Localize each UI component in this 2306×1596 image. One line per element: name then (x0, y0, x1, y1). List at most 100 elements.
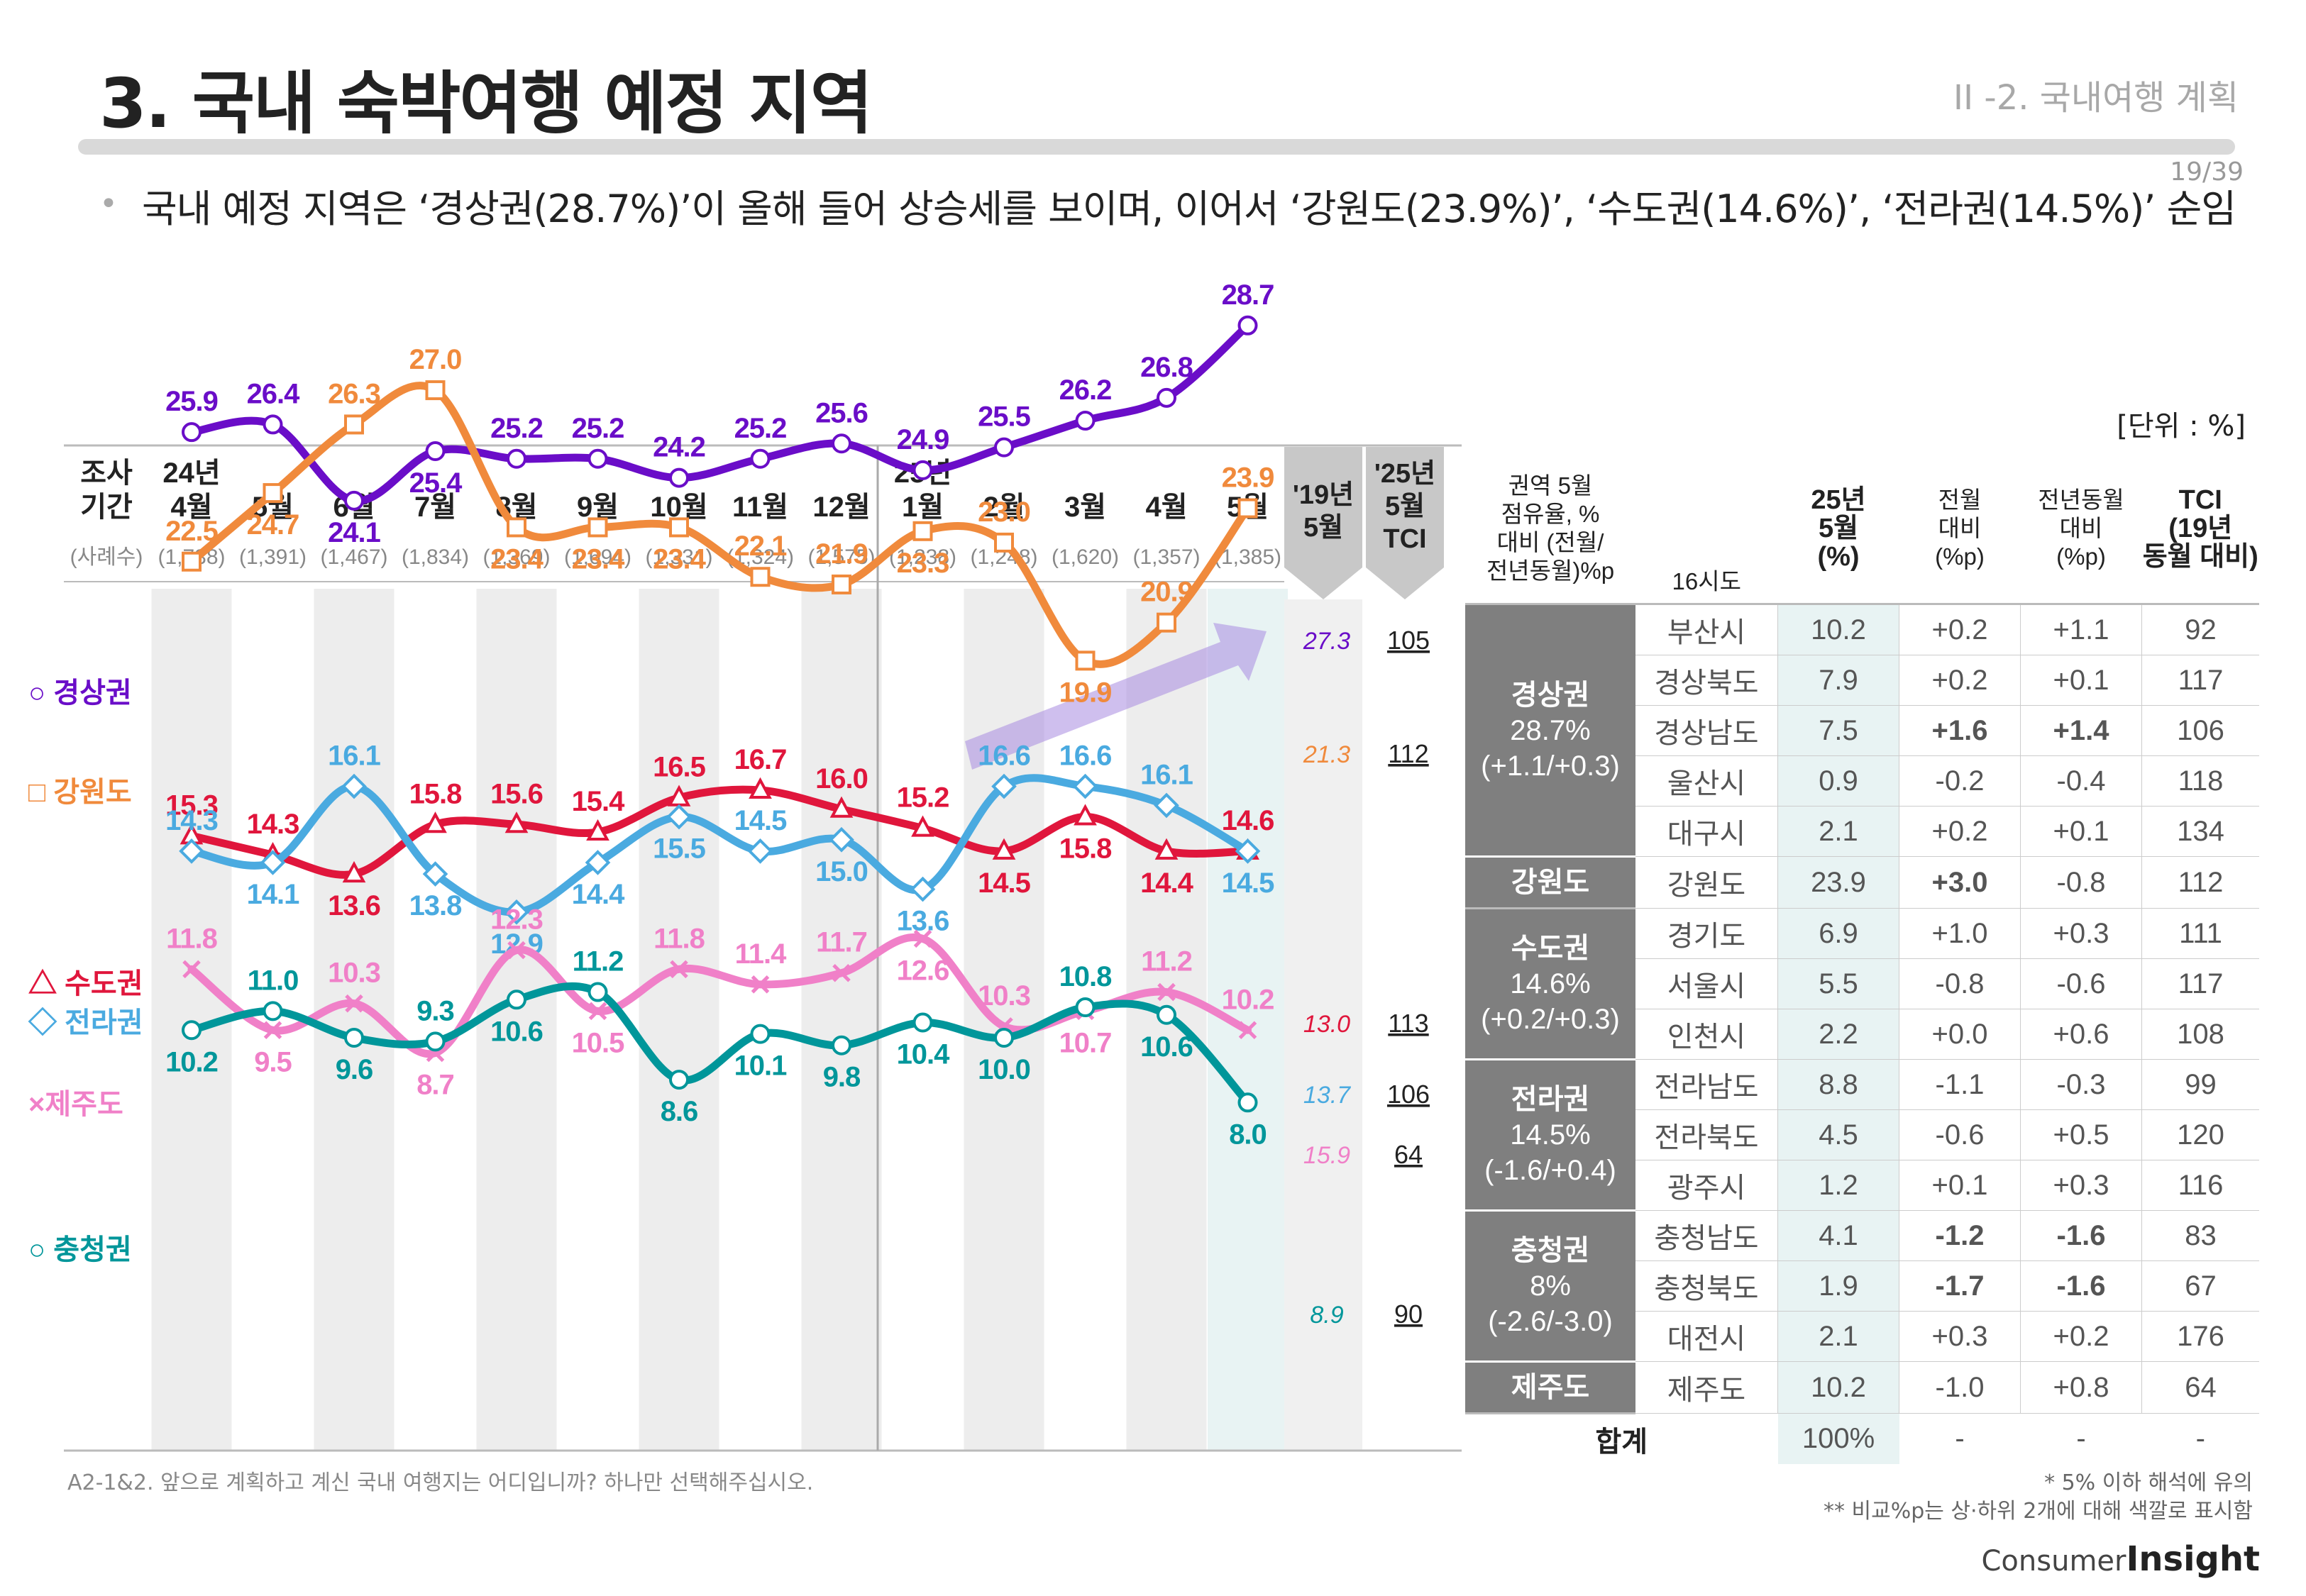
marker-chungcheong (1075, 997, 1096, 1018)
table-row: 경상북도 7.9 +0.2 +0.1 117 (1465, 655, 2259, 706)
total-tci: - (2195, 1423, 2205, 1454)
latest-month-shade (1208, 589, 1288, 1451)
total-yoy: - (2076, 1423, 2086, 1454)
marker-gangwon (182, 551, 202, 572)
region-name: 전라남도 (1635, 1059, 1778, 1110)
region-pct: 6.9 (1777, 908, 1899, 959)
marker-jeolla (991, 773, 1017, 799)
unit-label: [단위 : %] (2117, 410, 2246, 443)
trend-chart: 조사기간(사례수)24년4월(1,738)5월(1,391)6월(1,467)7… (28, 279, 1462, 1452)
marker-jeju (1238, 1021, 1257, 1040)
region-pct: 2.1 (1777, 1311, 1899, 1362)
col-mom-header: 전월 대비 (%p) (1899, 454, 2021, 605)
marker-gangwon (263, 483, 283, 504)
total-pct: 100% (1777, 1413, 1899, 1464)
sample-size: (1,369) (482, 545, 550, 569)
region-mom: -1.0 (1899, 1361, 2021, 1414)
marker-chungcheong (425, 1031, 446, 1052)
region-mom: -1.2 (1899, 1210, 2021, 1261)
ref-2019-arrow (1284, 567, 1362, 599)
data-label-jeju: 8.7 (416, 1069, 454, 1100)
page-number: 19/39 (2170, 157, 2244, 187)
marker-gangwon (994, 532, 1014, 553)
marker-sudo (1074, 804, 1097, 826)
col-tci-header: TCI (19년 동월 대비) (2141, 454, 2259, 605)
sample-size: (1,467) (320, 545, 387, 569)
data-label-chungcheong: 8.6 (661, 1096, 698, 1127)
data-label-jeju: 10.7 (1059, 1027, 1112, 1058)
marker-sudo (342, 860, 366, 883)
data-label-gyeongsang: 25.5 (978, 401, 1031, 433)
tci-arrow (1366, 567, 1444, 599)
bullet-icon: • (99, 186, 118, 222)
marker-gyeongsang (507, 448, 526, 469)
data-label-sudo: 16.0 (815, 763, 868, 794)
region-mom: +1.0 (1899, 908, 2021, 959)
region-yoy: +0.5 (2020, 1109, 2142, 1160)
data-label-gyeongsang: 25.2 (734, 413, 787, 444)
data-label-gangwon: 23.4 (490, 543, 544, 575)
region-tci: 108 (2141, 1009, 2259, 1060)
data-label-gyeongsang: 26.2 (1059, 375, 1112, 406)
region-pct: 10.2 (1777, 604, 1899, 655)
legend-jeolla: ◇ 전라권 (28, 1007, 143, 1038)
marker-gyeongsang (669, 467, 689, 488)
region-yoy: +0.1 (2020, 806, 2142, 857)
group-label: 전라권 14.5% (-1.6/+0.4) (1465, 1059, 1635, 1212)
sample-size: (1,357) (1132, 545, 1200, 569)
data-label-sudo: 14.6 (1222, 805, 1274, 836)
region-name: 울산시 (1635, 755, 1778, 807)
data-label-gangwon: 19.9 (1059, 677, 1112, 708)
marker-jeolla (1072, 773, 1098, 799)
ref-2019-value: 13.7 (1303, 1082, 1351, 1109)
total-row: 합계 100% - - - (1465, 1413, 2259, 1464)
tci-value: 112 (1388, 739, 1428, 768)
region-yoy: +1.4 (2020, 705, 2142, 756)
marker-gangwon (587, 517, 608, 538)
data-label-jeolla: 14.5 (1222, 868, 1275, 899)
data-label-chungcheong: 10.0 (978, 1054, 1030, 1085)
marker-gyeongsang (344, 490, 364, 511)
month-shade (639, 589, 719, 1451)
data-label-gyeongsang: 26.8 (1140, 352, 1193, 383)
ref-2019-value: 8.9 (1310, 1302, 1343, 1329)
region-yoy: -0.4 (2020, 755, 2142, 807)
marker-sudo (829, 796, 854, 818)
region-yoy: -0.8 (2020, 856, 2142, 909)
data-label-gyeongsang: 24.2 (653, 432, 705, 463)
col-yoy-header: 전년동월 대비 (%p) (2020, 454, 2142, 605)
region-mom: -1.7 (1899, 1260, 2021, 1312)
logo-text-big: Insight (2126, 1539, 2260, 1579)
marker-jeolla (666, 804, 692, 830)
region-tci: 64 (2141, 1361, 2259, 1414)
marker-chungcheong (750, 1024, 771, 1044)
ref-2019-value: 21.3 (1303, 741, 1350, 768)
sample-size: (1,834) (402, 545, 469, 569)
group-label: 충청권 8% (-2.6/-3.0) (1465, 1210, 1635, 1363)
region-yoy: +0.8 (2020, 1361, 2142, 1414)
data-label-gyeongsang: 26.4 (247, 378, 301, 409)
col-pct-header: 25년 5월 (%) (1777, 454, 1899, 605)
data-label-chungcheong: 11.2 (573, 946, 624, 977)
region-mom: +0.2 (1899, 604, 2021, 655)
data-label-gyeongsang: 25.2 (490, 413, 543, 444)
data-label-gangwon: 27.0 (409, 344, 462, 375)
region-tci: 99 (2141, 1059, 2259, 1110)
data-label-chungcheong: 9.3 (416, 995, 454, 1026)
region-tci: 116 (2141, 1160, 2259, 1211)
marker-sudo (911, 815, 934, 837)
region-mom: +3.0 (1899, 856, 2021, 909)
marker-jeolla (179, 838, 204, 864)
month-label: 12월 (812, 492, 870, 523)
total-mom: - (1955, 1423, 1965, 1454)
region-name: 광주시 (1635, 1160, 1778, 1211)
tci-value: 90 (1394, 1299, 1423, 1329)
col-region-header: 16시도 (1635, 454, 1778, 605)
data-label-gangwon: 23.4 (572, 543, 626, 575)
tci-header: TCI (1383, 524, 1426, 554)
region-name: 경상남도 (1635, 705, 1778, 756)
summary-bullet: 국내 예정 지역은 ‘경상권(28.7%)’이 올해 들어 상승세를 보이며, … (142, 187, 2236, 231)
brand-logo: ConsumerInsight (1982, 1539, 2261, 1579)
data-label-gyeongsang: 24.9 (897, 424, 949, 455)
legend-gangwon: □ 강원도 (28, 777, 132, 808)
